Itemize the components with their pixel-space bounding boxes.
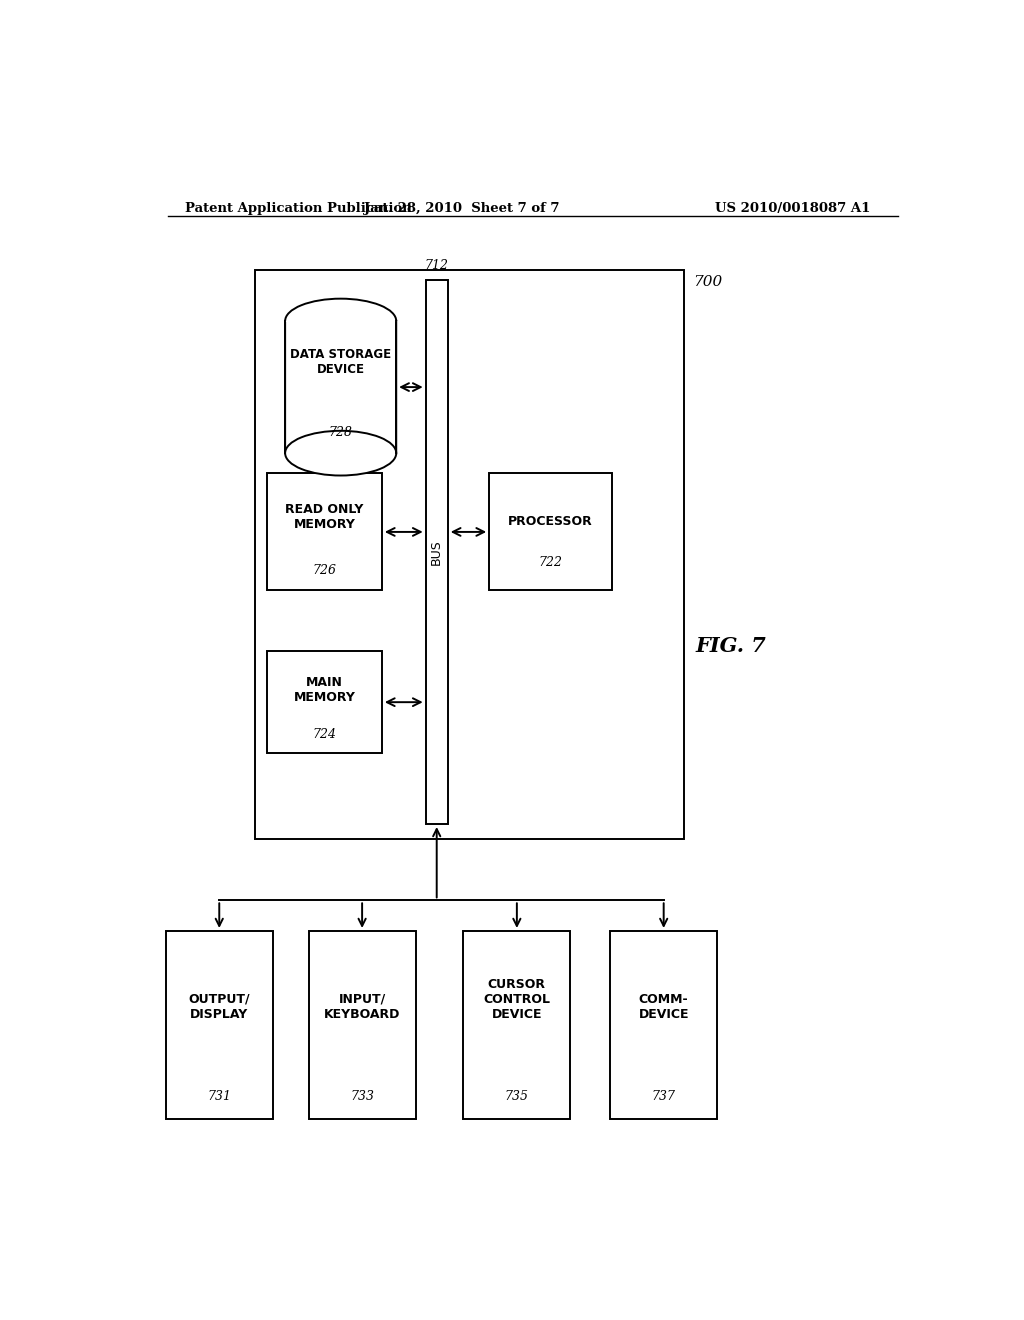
Text: 733: 733 bbox=[350, 1090, 374, 1104]
Text: 722: 722 bbox=[539, 556, 562, 569]
Text: FIG. 7: FIG. 7 bbox=[695, 636, 767, 656]
Bar bbox=[463, 931, 570, 1119]
Text: Jan. 28, 2010  Sheet 7 of 7: Jan. 28, 2010 Sheet 7 of 7 bbox=[364, 202, 559, 215]
Bar bbox=[426, 280, 447, 824]
Text: 731: 731 bbox=[207, 1090, 231, 1104]
Text: DATA STORAGE
DEVICE: DATA STORAGE DEVICE bbox=[290, 347, 391, 376]
Text: 737: 737 bbox=[651, 1090, 676, 1104]
Bar bbox=[255, 271, 684, 840]
Text: OUTPUT/
DISPLAY: OUTPUT/ DISPLAY bbox=[188, 993, 250, 1020]
Text: READ ONLY
MEMORY: READ ONLY MEMORY bbox=[286, 503, 364, 531]
Text: 724: 724 bbox=[312, 729, 337, 742]
Bar bbox=[489, 474, 612, 590]
Text: 712: 712 bbox=[425, 259, 449, 272]
Text: 735: 735 bbox=[505, 1090, 528, 1104]
Text: PROCESSOR: PROCESSOR bbox=[508, 515, 593, 528]
Text: US 2010/0018087 A1: US 2010/0018087 A1 bbox=[715, 202, 870, 215]
Text: 700: 700 bbox=[693, 276, 722, 289]
Text: Patent Application Publication: Patent Application Publication bbox=[185, 202, 412, 215]
Bar bbox=[267, 651, 382, 752]
Text: 726: 726 bbox=[312, 564, 337, 577]
Bar bbox=[285, 297, 397, 322]
Bar bbox=[308, 931, 416, 1119]
Ellipse shape bbox=[285, 430, 396, 475]
FancyBboxPatch shape bbox=[285, 321, 396, 453]
Text: MAIN
MEMORY: MAIN MEMORY bbox=[294, 676, 355, 704]
Bar bbox=[610, 931, 717, 1119]
Text: COMM-
DEVICE: COMM- DEVICE bbox=[638, 993, 689, 1020]
Bar bbox=[267, 474, 382, 590]
Bar bbox=[166, 931, 272, 1119]
Text: CURSOR
CONTROL
DEVICE: CURSOR CONTROL DEVICE bbox=[483, 978, 550, 1020]
Text: BUS: BUS bbox=[430, 540, 443, 565]
Text: INPUT/
KEYBOARD: INPUT/ KEYBOARD bbox=[324, 993, 400, 1020]
Text: 728: 728 bbox=[329, 426, 352, 440]
